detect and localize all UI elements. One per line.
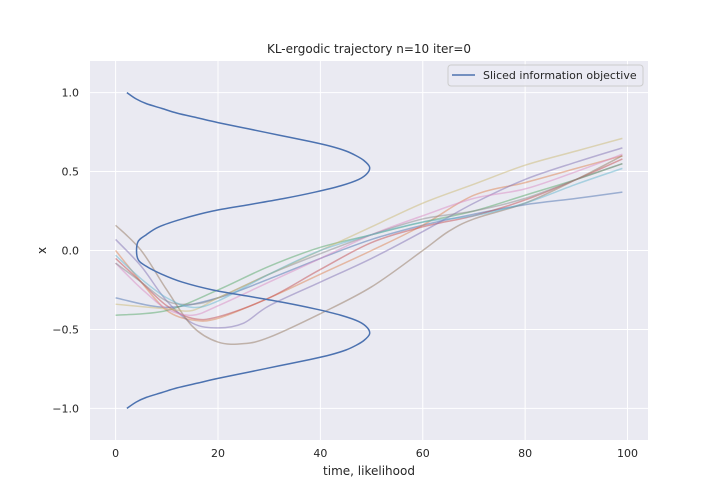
x-tick-label: 100 [617, 447, 638, 460]
x-tick-label: 0 [112, 447, 119, 460]
y-ticks: −1.0 −0.5 0.0 0.5 1.0 [52, 87, 79, 416]
y-tick-label: −0.5 [52, 323, 79, 336]
objective-layer [126, 91, 371, 410]
legend-box [447, 64, 644, 87]
objective-line [126, 91, 371, 410]
x-ticks: 0 20 40 60 80 100 [112, 447, 638, 460]
x-axis-label: time, likelihood [323, 464, 415, 478]
trajectory-line [115, 191, 623, 309]
trajectory-line [115, 167, 623, 309]
chart-title: KL-ergodic trajectory n=10 iter=0 [267, 42, 471, 56]
trajectory-line [115, 158, 623, 321]
legend-label: Sliced information objective [483, 69, 637, 82]
legend: Sliced information objective [447, 64, 644, 87]
x-tick-label: 60 [416, 447, 430, 460]
x-tick-label: 40 [313, 447, 327, 460]
y-tick-label: −1.0 [52, 402, 79, 415]
y-tick-label: 0.0 [62, 245, 80, 258]
trajectory-line [115, 162, 623, 306]
y-tick-label: 1.0 [62, 87, 80, 100]
x-tick-label: 20 [211, 447, 225, 460]
y-axis-label: x [35, 247, 49, 254]
trajectories [115, 137, 623, 346]
trajectory-line [115, 147, 623, 329]
x-tick-label: 80 [518, 447, 532, 460]
trajectory-line [115, 137, 623, 312]
y-tick-label: 0.5 [62, 166, 80, 179]
